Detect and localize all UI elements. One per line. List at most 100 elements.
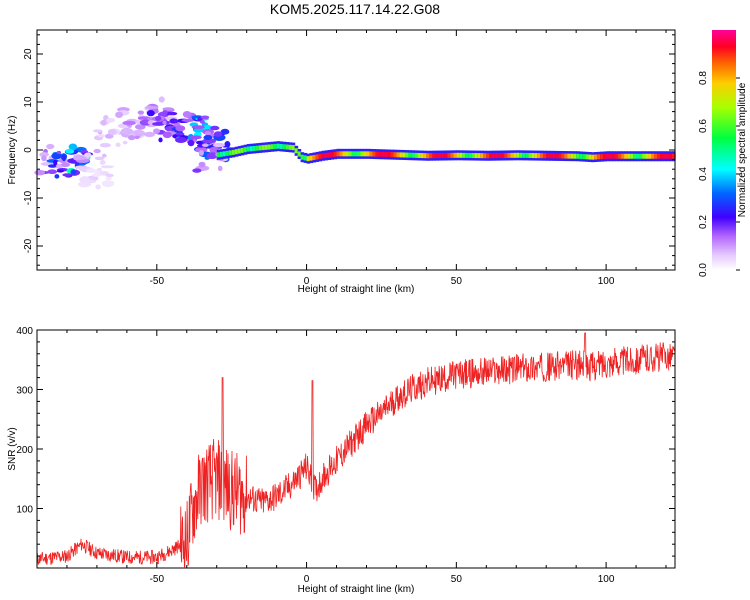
spectrogram-blob (115, 142, 121, 147)
ridge-core (237, 148, 242, 154)
ridge-core (246, 146, 251, 152)
ridge-core (324, 152, 329, 158)
spectrogram-blob (192, 168, 202, 173)
spectrogram-blob (213, 131, 223, 137)
y-tick-label: 100 (16, 505, 33, 516)
ridge-core (252, 145, 257, 151)
spectrogram-blob (199, 120, 205, 124)
ridge-core (372, 151, 377, 157)
ridge-core (573, 153, 577, 159)
ridge-core (624, 153, 628, 159)
ridge-core (642, 153, 646, 159)
spectrogram-blob (155, 115, 162, 121)
ridge-core (378, 151, 383, 157)
spectrogram-blob (100, 165, 114, 169)
ridge-core (630, 153, 634, 159)
ridge-core (501, 153, 505, 159)
spectrogram-blob (99, 159, 106, 165)
ridge-core (483, 153, 487, 159)
spectrogram-blob (175, 136, 187, 143)
ridge-core (369, 151, 374, 157)
spectrogram-blob (175, 132, 185, 136)
snr-xlabel: Height of straight line (km) (298, 584, 415, 595)
spectrogram-xlabel: Height of straight line (km) (298, 284, 415, 295)
spectrogram-blobs (34, 96, 235, 190)
ridge-core (522, 152, 526, 158)
ridge-core (318, 153, 323, 159)
ridge-core (282, 144, 287, 150)
ridge-core (276, 143, 281, 149)
spectrogram-blob (79, 176, 90, 184)
ridge-core (534, 153, 538, 159)
spectrogram-blob (34, 169, 46, 176)
ridge-core (651, 153, 655, 159)
ridge-core (216, 152, 221, 158)
spectrogram-blob (54, 174, 60, 179)
ridge-core (456, 152, 460, 158)
spectrogram-blob (192, 128, 205, 133)
ridge-core (498, 153, 502, 159)
ridge-core (423, 153, 427, 159)
ridge-core (438, 153, 442, 159)
ridge-core (375, 151, 380, 157)
ridge-core (234, 149, 239, 155)
y-tick-label: 0 (23, 147, 34, 153)
spectrogram-blob (206, 152, 218, 160)
spectrogram-blob (128, 135, 136, 141)
spectrogram-blob (187, 139, 195, 147)
ridge-core (543, 153, 547, 159)
colorbar-tick-label: 0.2 (698, 215, 709, 229)
ridge-core (666, 153, 670, 159)
y-tick-label: 10 (23, 96, 34, 108)
ridge-core (363, 151, 368, 157)
ridge-core (471, 153, 475, 159)
ridge-core (528, 152, 532, 158)
ridge-core (315, 154, 320, 160)
spectrogram-blob (39, 152, 49, 158)
spectrogram-blob (137, 110, 144, 115)
spectrogram-blob (210, 125, 220, 131)
ridge-core (321, 153, 326, 159)
ridge-core (645, 153, 649, 159)
spectrogram-blob (162, 110, 168, 116)
ridge-core (387, 152, 392, 158)
snr-ylabel: SNR (v/v) (7, 427, 18, 470)
ridge-core (507, 152, 511, 158)
ridge-core (585, 154, 589, 160)
ridge-core (636, 153, 640, 159)
spectrogram-blob (91, 173, 102, 177)
x-tick-label: 0 (304, 276, 310, 287)
spectrogram-blob (107, 128, 117, 135)
ridge-core (354, 151, 359, 157)
ridge-core (570, 153, 574, 159)
spectrogram-blob (181, 118, 195, 122)
ridge-core (576, 153, 580, 159)
ridge-core (267, 144, 272, 150)
ridge-core (393, 152, 398, 158)
ridge-core (654, 153, 658, 159)
ridge-core (546, 153, 550, 159)
ridge-core (411, 152, 416, 158)
ridge-core (540, 153, 544, 159)
ridge-core (558, 153, 562, 159)
spectrogram-blob (115, 111, 124, 118)
ridge-core (345, 151, 350, 157)
spectrogram-panel: -50 0 50 100 -20 -10 0 10 20 Height of straight … (7, 29, 676, 295)
colorbar-gradient (712, 30, 736, 270)
ridge-core (564, 153, 568, 159)
spectrogram-blob (106, 117, 116, 123)
ridge-core (480, 153, 484, 159)
spectrogram-blob (122, 120, 136, 126)
ridge-core (615, 153, 619, 159)
ridge-core (597, 154, 601, 160)
spectrogram-ticks: -50 0 50 100 -20 -10 0 10 20 (23, 30, 675, 287)
ridge-core (351, 151, 356, 157)
spectrogram-blob (162, 120, 167, 125)
spectrogram-blob (201, 143, 209, 148)
ridge-core (303, 155, 308, 161)
ridge-core (531, 153, 535, 159)
figure-title: KOM5.2025.117.14.22.G08 (270, 1, 440, 17)
spectrogram-blob (191, 125, 205, 130)
y-tick-label: 200 (16, 445, 33, 456)
